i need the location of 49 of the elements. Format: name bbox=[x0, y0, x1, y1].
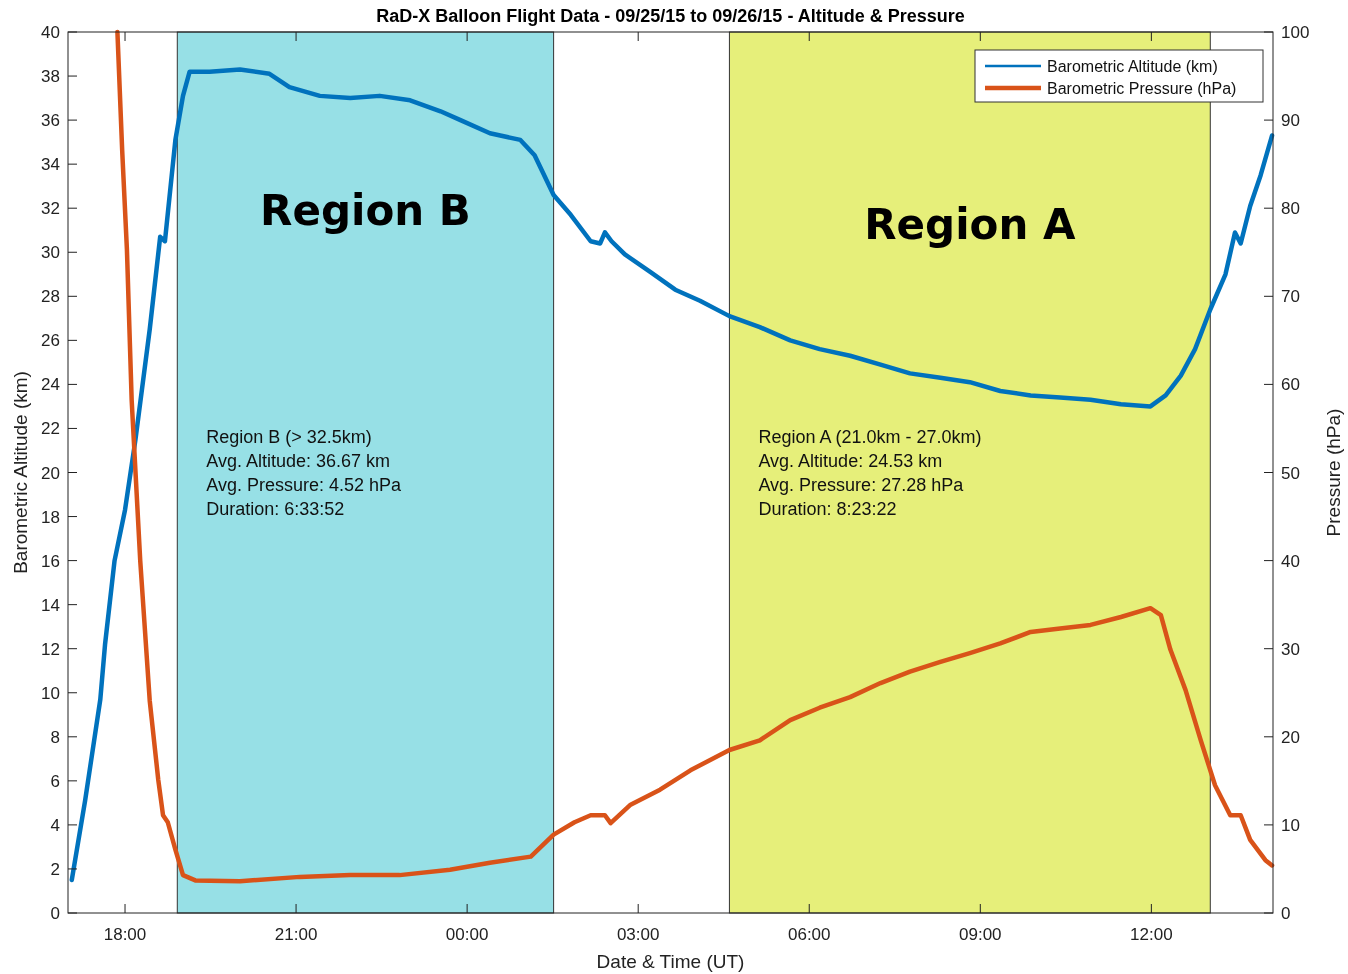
y2-tick-label: 0 bbox=[1281, 904, 1291, 923]
y-tick-label: 8 bbox=[50, 727, 60, 747]
y-tick-label: 4 bbox=[50, 815, 60, 835]
y-tick-label: 10 bbox=[41, 683, 60, 703]
y-tick-label: 24 bbox=[41, 375, 60, 395]
y-tick-label: 16 bbox=[41, 551, 60, 571]
annotation: Region A (21.0km - 27.0km) Avg. Altitude: 24.53 km Avg. Pressure: 27.28 hPa Duration: 8:23:22 bbox=[758, 427, 982, 519]
band-label: Region B bbox=[260, 186, 471, 235]
y-tick-label: 22 bbox=[41, 419, 60, 439]
y-tick-label: 14 bbox=[41, 595, 60, 615]
y-tick-label: 28 bbox=[41, 287, 60, 307]
y-tick-label: 32 bbox=[41, 199, 60, 219]
y-tick-label: 2 bbox=[50, 859, 60, 879]
x-tick-label: 09:00 bbox=[959, 925, 1002, 944]
x-tick-label: 03:00 bbox=[616, 925, 660, 944]
y2-tick-label: 40 bbox=[1281, 551, 1300, 571]
y-tick-label: 6 bbox=[50, 771, 60, 791]
y2-tick-label: 90 bbox=[1281, 111, 1300, 131]
annotation: Region B (> 32.5km) Avg. Altitude: 36.67 km Avg. Pressure: 4.52 hPa Duration: 6:33:52 bbox=[206, 427, 403, 519]
y-tick-label: 36 bbox=[41, 111, 60, 131]
x-tick-label: 12:00 bbox=[1130, 925, 1173, 944]
y-axis-title: Barometric Altitude (km) bbox=[10, 371, 31, 574]
y-tick-label: 18 bbox=[41, 507, 60, 527]
y2-tick-label: 50 bbox=[1281, 463, 1300, 483]
y-tick-label: 30 bbox=[41, 243, 60, 263]
x-tick-label: 06:00 bbox=[787, 925, 831, 944]
band-label: Region A bbox=[864, 200, 1076, 249]
x-axis-title: Date & Time (UT) bbox=[596, 951, 745, 972]
y2-tick-label: 80 bbox=[1281, 199, 1300, 219]
y-tick-label: 40 bbox=[41, 23, 60, 42]
y2-tick-label: 10 bbox=[1281, 815, 1300, 835]
y2-axis-title: Pressure (hPa) bbox=[1323, 408, 1344, 537]
y2-tick-label: 60 bbox=[1281, 375, 1300, 395]
legend-label: Barometric Altitude (km) bbox=[1047, 58, 1218, 75]
x-tick-label: 21:00 bbox=[274, 925, 318, 944]
chart-title: RaD-X Balloon Flight Data - 09/25/15 to 09/26/15 - Altitude & Pressure bbox=[376, 6, 965, 26]
y-tick-label: 0 bbox=[50, 904, 60, 923]
legend-label: Barometric Pressure (hPa) bbox=[1047, 80, 1237, 97]
y2-tick-label: 70 bbox=[1281, 287, 1300, 307]
y2-tick-label: 100 bbox=[1281, 23, 1310, 42]
x-tick-label: 18:00 bbox=[103, 925, 147, 944]
y-tick-label: 26 bbox=[41, 331, 60, 351]
y-tick-label: 12 bbox=[41, 639, 60, 659]
x-tick-label: 00:00 bbox=[445, 925, 489, 944]
y-tick-label: 34 bbox=[41, 155, 60, 175]
y2-tick-label: 20 bbox=[1281, 727, 1300, 747]
y-tick-label: 38 bbox=[41, 67, 60, 87]
y2-tick-label: 30 bbox=[1281, 639, 1300, 659]
y-tick-label: 20 bbox=[41, 463, 60, 483]
